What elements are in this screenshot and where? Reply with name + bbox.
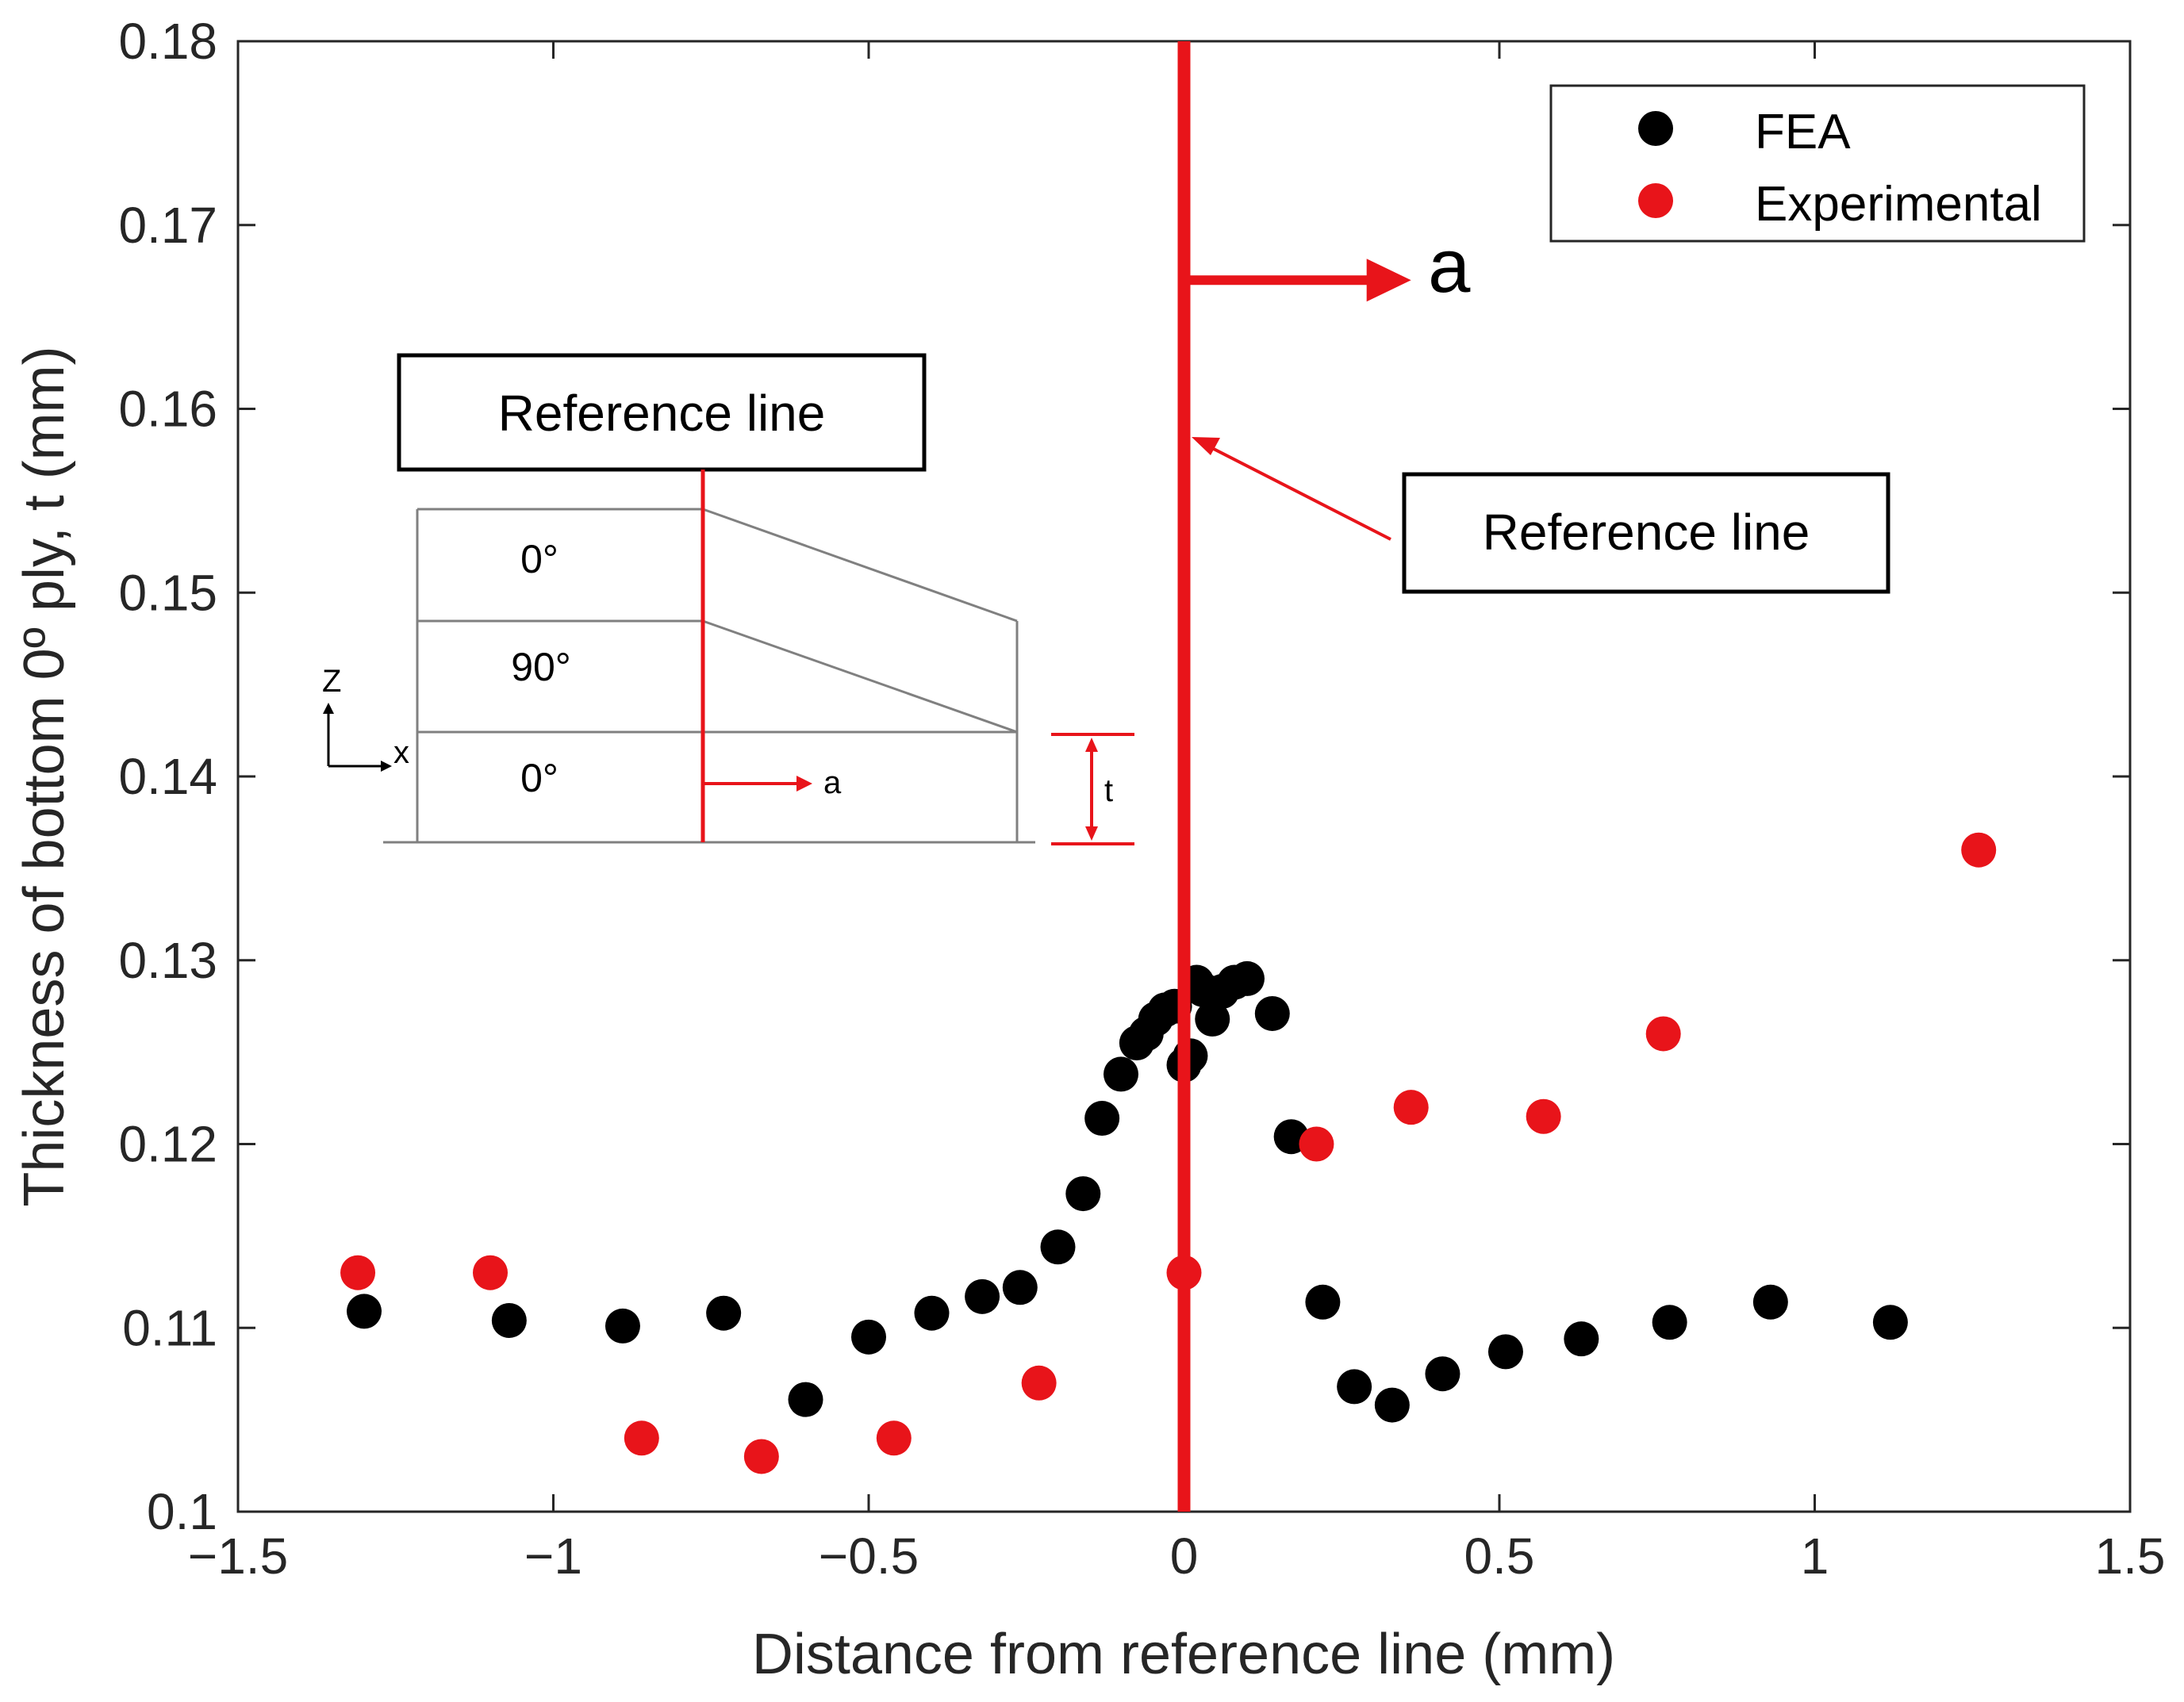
marker-experimental [1021,1365,1057,1401]
x-tick-label: 1.5 [2095,1528,2166,1585]
inset-thickness-arrowhead-up [1085,738,1098,752]
marker-fea [1872,1305,1908,1340]
inset-x-label: x [393,735,409,770]
inset-a-arrow-head [796,776,812,792]
marker-experimental [743,1439,779,1474]
x-tick-label: −1.5 [188,1528,288,1585]
marker-fea [1254,995,1290,1031]
inset-reference-box [397,353,927,472]
legend-box [1549,84,2086,243]
marker-experimental [1526,1098,1561,1134]
inset-ply-label-bottom: 0° [520,756,558,800]
marker-fea [914,1295,950,1331]
a-arrow-label: a [1428,224,1471,309]
x-tick-label: 1 [1801,1528,1829,1585]
marker-fea [491,1302,527,1338]
y-tick-label: 0.11 [122,1299,217,1356]
marker-experimental [1393,1090,1429,1125]
inset-thickness-dimension [1051,733,1134,845]
inset-thickness-label: t [1104,773,1113,808]
marker-fea [1104,1056,1138,1092]
a-arrow-head [1366,259,1411,302]
y-tick-label: 0.12 [118,1116,217,1173]
reference-callout-label: Reference line [1483,504,1810,561]
marker-fea [1305,1284,1341,1320]
marker-fea [1374,1387,1410,1423]
x-tick-label: 0.5 [1464,1528,1535,1585]
legend-label-experimental: Experimental [1755,177,2042,232]
reference-callout-leader [1207,444,1391,541]
inset-x-axis-arrowhead [381,761,392,772]
marker-fea [1065,1176,1101,1212]
marker-fea [347,1294,382,1329]
marker-fea [1652,1305,1687,1340]
x-tick-label: −0.5 [819,1528,919,1585]
marker-experimental [340,1255,376,1290]
marker-fea [1752,1284,1788,1320]
inset-ply-label-top: 0° [520,537,558,581]
marker-experimental [876,1420,912,1456]
marker-experimental [473,1255,508,1290]
marker-experimental [1299,1126,1334,1162]
legend-marker-fea [1638,111,1673,146]
reference-callout-box [1402,472,1890,594]
marker-fea [605,1308,640,1344]
y-tick-label: 0.15 [118,564,217,621]
legend-label-fea: FEA [1755,105,1851,159]
y-tick-label: 0.18 [118,13,217,70]
inset-reference-label: Reference line [498,385,826,442]
y-axis-label: Thickness of bottom 0º ply, t (mm) [13,346,76,1206]
inset-ply-label-middle: 90° [511,645,571,689]
x-tick-label: 0 [1170,1528,1199,1585]
x-axis-ticks: −1.5 −1 −0.5 0 0.5 1 1.5 [188,41,2166,1585]
inset-a-label: a [823,765,842,800]
inset-schematic: Reference line 0° 90° 0° a Z x [322,353,1134,845]
y-axis-ticks: 0.1 0.11 0.12 0.13 0.14 0.15 0.16 0.17 0.18 [118,13,2130,1540]
y-tick-label: 0.14 [118,748,217,805]
reference-callout-arrowhead [1192,437,1220,455]
marker-fea [1084,1101,1120,1137]
marker-fea [1487,1334,1523,1370]
inset-ply-outline [383,508,1035,844]
y-tick-label: 0.16 [118,381,217,438]
marker-fea [1425,1356,1460,1392]
legend-marker-experimental [1638,183,1673,218]
x-axis-label: Distance from reference line (mm) [752,1623,1615,1686]
marker-fea [1195,1001,1230,1037]
marker-fea [1564,1321,1599,1357]
marker-fea [788,1382,823,1417]
y-tick-label: 0.13 [118,932,217,989]
marker-fea [1337,1369,1372,1405]
marker-fea [706,1295,742,1331]
data-markers [340,832,1997,1474]
legend: FEA Experimental [1549,84,2086,243]
inset-z-label: Z [322,664,341,699]
marker-fea [1230,960,1265,996]
inset-z-axis-arrowhead [323,703,334,714]
y-tick-label: 0.17 [118,197,217,254]
inset-axes-glyph [327,708,386,768]
y-tick-label: 0.1 [147,1483,217,1540]
marker-experimental [1961,832,1997,868]
marker-fea [1002,1270,1038,1305]
marker-fea [851,1319,886,1355]
marker-fea [1040,1229,1076,1265]
x-tick-label: −1 [524,1528,582,1585]
inset-thickness-arrowhead-down [1085,826,1098,841]
marker-fea [965,1278,1000,1314]
marker-experimental [624,1420,659,1456]
marker-experimental [1645,1016,1681,1052]
